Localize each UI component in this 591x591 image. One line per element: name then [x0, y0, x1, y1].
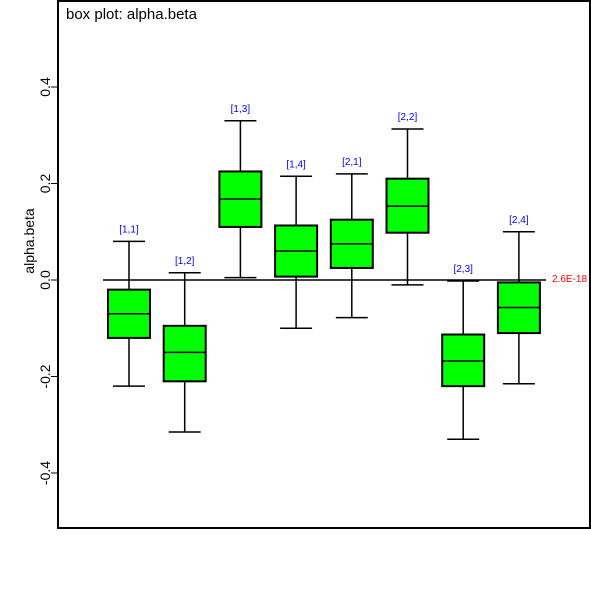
- box-iqr: [164, 326, 206, 381]
- y-axis: -0.4 -0.2 0.0 0.2 0.4: [37, 1, 58, 528]
- y-tick-label: 0.0: [37, 270, 53, 290]
- y-tick-label: 0.4: [37, 77, 53, 97]
- box-label: [2,2]: [398, 112, 418, 123]
- box-label: [1,1]: [119, 224, 139, 235]
- box-[1,4]: [1,4]: [275, 159, 317, 328]
- y-tick-label: 0.2: [37, 174, 53, 194]
- y-tick-label: -0.4: [37, 461, 53, 485]
- chart-title: box plot: alpha.beta: [66, 6, 198, 23]
- box-[1,3]: [1,3]: [219, 104, 261, 278]
- box-label: [2,4]: [509, 215, 529, 226]
- box-label: [1,4]: [286, 159, 306, 170]
- y-tick-label: -0.2: [37, 364, 53, 388]
- reference-value-label: 2.6E-18: [552, 274, 587, 285]
- boxes-group: [1,1] [1,2] [1,3] [1,4] [2,1] [2,2] [2,3] [2,4]: [108, 104, 540, 439]
- box-label: [2,3]: [453, 264, 473, 275]
- box-label: [1,2]: [175, 256, 195, 267]
- box-[2,3]: [2,3]: [442, 264, 484, 439]
- box-label: [2,1]: [342, 157, 362, 168]
- y-axis-label: alpha.beta: [21, 208, 37, 274]
- box-[1,2]: [1,2]: [164, 256, 206, 432]
- plot-frame: [58, 1, 590, 528]
- box-[2,1]: [2,1]: [331, 157, 373, 318]
- box-label: [1,3]: [231, 104, 251, 115]
- box-[1,1]: [1,1]: [108, 224, 150, 386]
- box-[2,2]: [2,2]: [387, 112, 429, 285]
- box-[2,4]: [2,4]: [498, 215, 540, 384]
